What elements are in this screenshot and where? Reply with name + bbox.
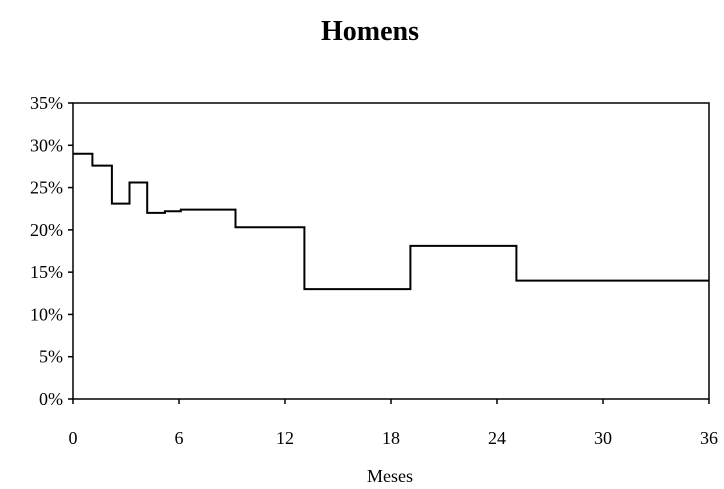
y-tick-label: 0% xyxy=(39,389,63,409)
x-axis: 0 6 12 18 24 30 36 xyxy=(69,399,718,448)
series-step-line xyxy=(73,152,709,291)
y-tick-label: 20% xyxy=(30,220,63,240)
x-axis-label: Meses xyxy=(367,466,413,486)
y-tick-label: 35% xyxy=(30,93,63,113)
y-tick-label: 10% xyxy=(30,304,63,324)
y-tick-label: 5% xyxy=(39,347,63,367)
x-tick-label: 30 xyxy=(594,428,612,448)
x-tick-label: 12 xyxy=(276,428,294,448)
y-tick-label: 25% xyxy=(30,178,63,198)
y-axis: 0% 5% 10% 15% 20% 25% 30% 35% xyxy=(30,93,73,409)
x-tick-label: 0 xyxy=(69,428,78,448)
x-tick-label: 36 xyxy=(700,428,718,448)
x-tick-label: 24 xyxy=(488,428,506,448)
plot-area-frame xyxy=(72,102,710,400)
y-tick-label: 15% xyxy=(30,262,63,282)
x-tick-label: 6 xyxy=(175,428,184,448)
x-tick-label: 18 xyxy=(382,428,400,448)
chart-title: Homens xyxy=(321,16,419,47)
y-tick-label: 30% xyxy=(30,135,63,155)
